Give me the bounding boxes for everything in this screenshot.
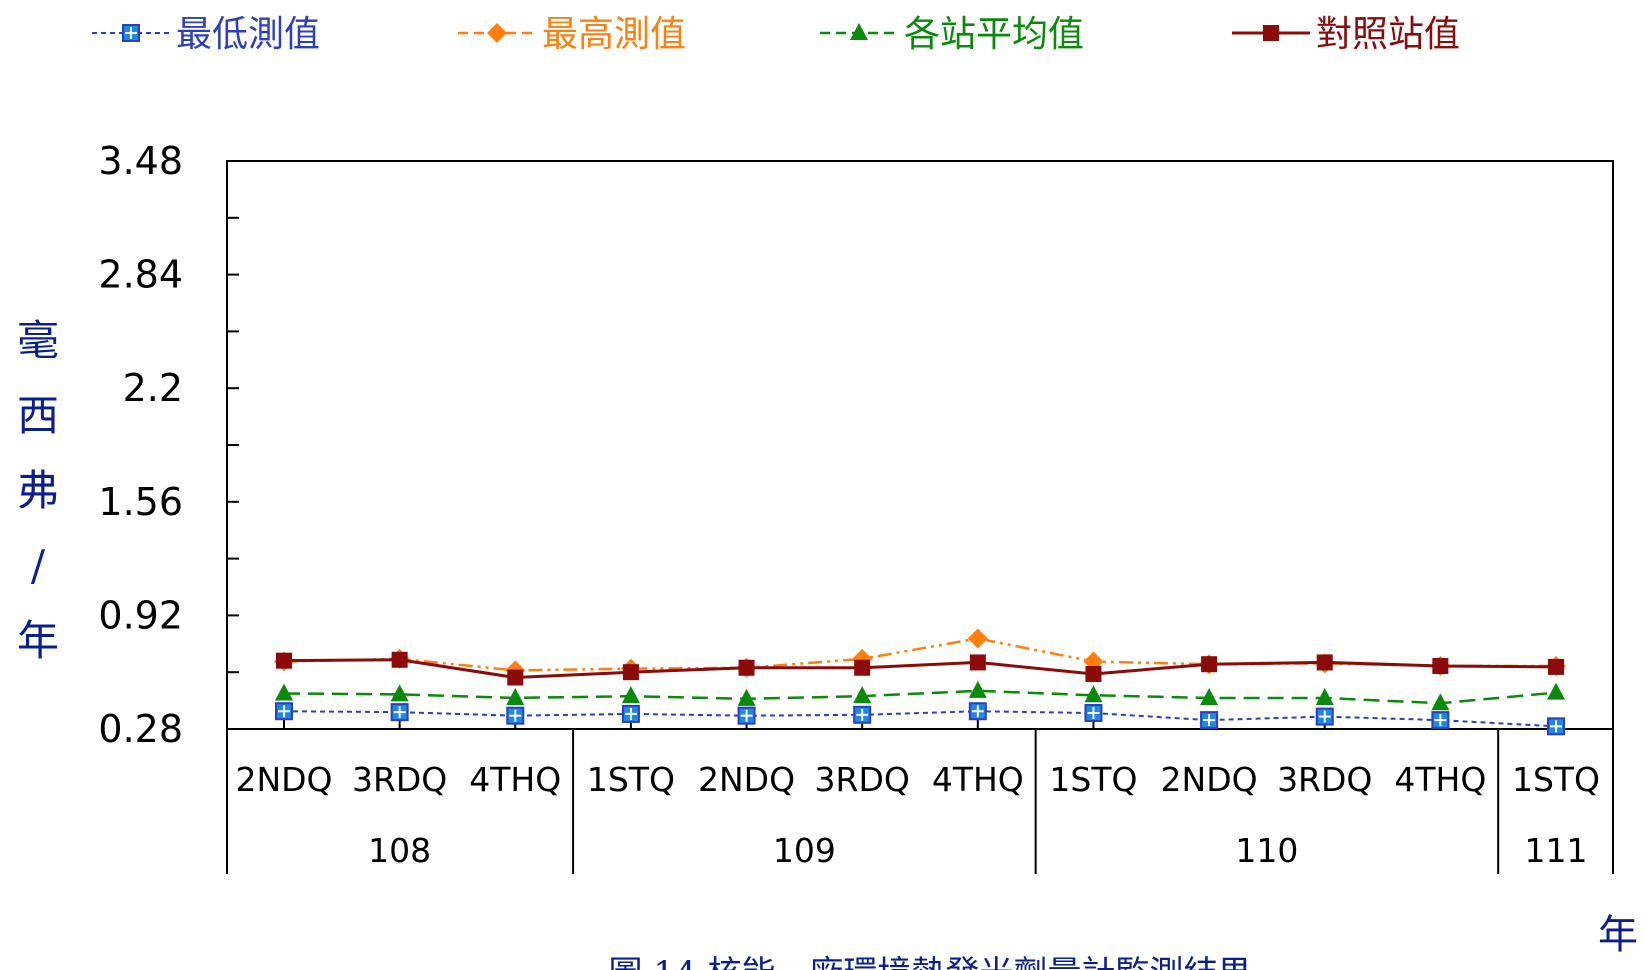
y-tick-label: 2.84	[98, 253, 183, 297]
legend-marker	[487, 23, 507, 43]
data-point	[1316, 654, 1333, 671]
data-point	[1200, 711, 1219, 730]
figure-caption: 圖 14 核能一廠環境熱發光劑量計監測結果	[609, 954, 1252, 970]
data-point	[1084, 704, 1103, 723]
series-triangle	[275, 680, 1565, 711]
x-group-label: 109	[773, 831, 836, 870]
legend: 最低測值 最高測值 各站平均值 對照站值	[92, 14, 1460, 55]
x-axis-label: 年	[1598, 912, 1638, 958]
series-layer	[274, 628, 1566, 736]
legend-marker	[1263, 25, 1279, 41]
data-point	[967, 628, 988, 649]
x-category-label: 2NDQ	[235, 760, 332, 799]
data-point	[1084, 685, 1103, 703]
x-category-label: 2NDQ	[1161, 760, 1258, 799]
series-line	[283, 710, 1557, 728]
data-point	[854, 659, 871, 676]
legend-item: 最高測值	[458, 14, 686, 55]
y-tick-label: 0.28	[98, 707, 183, 751]
y-tick-label: 0.92	[98, 593, 183, 637]
data-point	[968, 702, 987, 721]
data-point	[969, 654, 986, 671]
x-category-label: 3RDQ	[1277, 760, 1372, 799]
y-tick-label: 2.2	[123, 366, 183, 410]
series-line	[283, 658, 1557, 680]
data-point	[1547, 682, 1565, 700]
series-line	[283, 637, 1556, 672]
data-point	[1432, 657, 1449, 674]
data-point	[1431, 693, 1450, 711]
series-line	[283, 689, 1557, 705]
x-category-label: 4THQ	[932, 760, 1024, 799]
legend-label: 對照站值	[1316, 14, 1460, 55]
data-point	[621, 686, 640, 704]
legend-label: 最高測值	[542, 14, 686, 55]
data-point	[276, 652, 292, 669]
data-point	[506, 706, 525, 725]
x-group-label: 111	[1525, 831, 1588, 870]
data-point	[737, 706, 756, 725]
x-axis: 2NDQ 3RDQ 4THQ 1STQ 2NDQ 3RDQ 4THQ 1STQ 2NDQ 3RDQ…	[226, 719, 1614, 874]
y-tick-label: 3.48	[98, 139, 183, 183]
data-point	[1315, 687, 1334, 705]
legend-item: 各站平均值	[820, 14, 1084, 55]
data-point	[390, 684, 409, 702]
x-group-label: 110	[1235, 831, 1298, 870]
data-point	[275, 683, 293, 701]
legend-item: 最低測值	[92, 14, 320, 55]
y-axis-label-char: 西	[17, 391, 59, 440]
data-point	[1085, 665, 1102, 682]
legend-label: 各站平均值	[904, 14, 1084, 55]
data-point	[1547, 717, 1565, 736]
x-category-label: 4THQ	[1394, 760, 1486, 799]
data-point	[391, 651, 408, 668]
legend-label: 最低測值	[176, 14, 320, 55]
y-axis-label: 毫西弗 / 年	[17, 316, 59, 665]
x-category-label: 4THQ	[469, 760, 561, 799]
data-point	[1548, 658, 1564, 675]
data-point	[853, 686, 872, 704]
data-point	[275, 702, 293, 721]
y-axis-label-char: 弗	[17, 466, 59, 515]
series-diamond	[274, 628, 1566, 681]
data-point	[738, 659, 755, 676]
legend-item: 對照站值	[1232, 14, 1460, 55]
x-category-label: 2NDQ	[698, 760, 795, 799]
x-group-label: 108	[368, 831, 431, 870]
y-tick-label: 1.56	[98, 480, 183, 524]
x-category-label: 3RDQ	[352, 760, 447, 799]
series-square	[276, 651, 1564, 686]
legend-marker	[850, 23, 868, 40]
data-point	[390, 703, 409, 722]
x-category-label: 1STQ	[587, 760, 675, 799]
y-axis-label-char: 毫	[17, 316, 59, 365]
legend-marker	[122, 24, 140, 42]
y-axis-label-char: 年	[17, 616, 59, 665]
data-point	[968, 680, 987, 698]
x-category-label: 1STQ	[1049, 760, 1137, 799]
data-point	[1201, 656, 1218, 673]
data-point	[1431, 711, 1450, 730]
data-point	[1200, 687, 1219, 705]
data-point	[737, 688, 756, 706]
data-point	[507, 669, 524, 686]
plot-area	[226, 160, 1614, 730]
data-point	[506, 687, 525, 705]
y-axis: 0.28 0.92 1.56 2.2 2.84 3.48	[98, 139, 239, 751]
data-point	[622, 664, 639, 681]
data-point	[1315, 707, 1334, 726]
data-point	[621, 704, 640, 723]
series-square-plus	[275, 702, 1565, 736]
x-category-label: 1STQ	[1512, 760, 1600, 799]
data-point	[853, 705, 872, 724]
y-axis-label-char: /	[31, 541, 46, 590]
x-category-label: 3RDQ	[815, 760, 910, 799]
